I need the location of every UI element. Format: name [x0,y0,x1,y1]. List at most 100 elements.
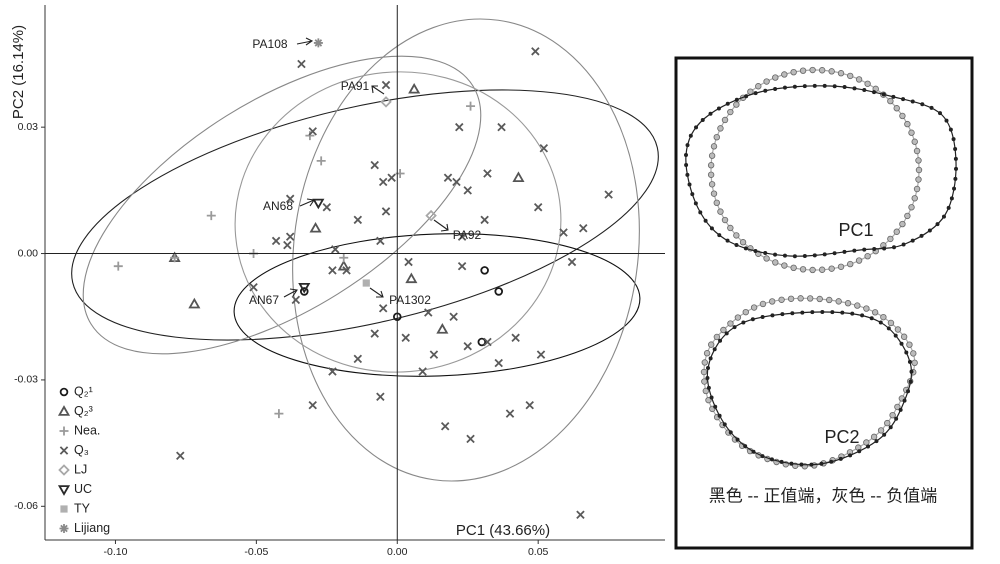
outline-point [763,251,768,256]
outline-point [734,314,742,321]
marker-cross [559,228,568,237]
legend-label: UC [74,482,92,496]
outline-point [951,137,956,142]
outline-point [763,78,770,85]
outline-point [706,385,711,390]
marker-cross [283,240,292,250]
outline-point [866,444,871,449]
outline-point [915,166,923,174]
marker-cross [353,354,363,364]
ellipse [234,71,562,373]
marker-cross [604,190,613,199]
outline-point [847,260,854,268]
outline-point [954,166,959,171]
outline-point [877,427,885,434]
outline-point [772,259,779,266]
outline-point [790,311,795,316]
marker-cross [483,337,492,347]
outline-point [684,162,689,167]
outline-point [828,265,835,272]
marker-cross [249,283,258,292]
legend-label: Q₂³ [74,404,93,418]
outline-point [946,205,951,210]
marker-cross [525,400,534,410]
outline-point [900,333,908,340]
y-tick-label: -0.03 [14,374,38,386]
marker-plus [316,156,326,166]
outline-point [828,68,835,75]
outline-point [863,305,870,312]
outline-point [812,253,817,258]
outline-point [819,461,824,466]
marker-cross [511,333,520,343]
outline-point [887,319,895,327]
outline-point [799,462,804,467]
outline-point [810,310,815,315]
outline-point [915,157,922,164]
outline-point [816,295,823,303]
outline-point [709,395,714,400]
marker-cross [418,367,427,376]
outline-point [809,66,816,74]
outline-point [838,456,843,461]
marker-cross [429,350,439,359]
outline-point [944,118,949,123]
outline-point [889,411,896,419]
outline-point [899,341,904,346]
marker-cross [539,143,549,153]
marker-cross [353,215,363,225]
outline-point [725,101,730,106]
outline-point [769,457,774,462]
outline-point [857,449,862,454]
outline-point [891,94,896,99]
marker-asterisk [313,38,323,48]
marker-cross [567,257,577,267]
marker-cross [424,308,433,317]
outline-point [693,201,698,206]
outline-point [717,208,724,215]
marker-cross [328,367,337,376]
outline-point [802,254,807,259]
outline-point [837,70,845,77]
marker-cross [457,232,467,241]
outline-point [852,248,857,253]
marker-cross [370,329,379,338]
legend-label: Q₂¹ [74,384,93,398]
outline-point [781,71,788,78]
outline-point [850,311,855,316]
outline-point [713,133,720,141]
outline-point [935,222,940,227]
marker-cross [381,207,391,216]
outline-point [690,192,695,197]
marker-cross [59,446,69,455]
x-tick-label: 0.05 [528,546,549,558]
outline-point [780,312,785,317]
outline-point [872,90,877,95]
outline-point [822,83,827,88]
outline-point [809,462,814,467]
outline-point [882,432,887,437]
outline-point [768,298,776,305]
annotation: PA1302 [389,293,431,307]
outline-point [739,239,747,246]
panel-label: PC1 [838,220,873,240]
outline-point [910,350,917,357]
outline-point [893,333,898,338]
marker-cross [308,127,317,136]
marker-triangle [57,405,71,416]
marks [113,38,613,519]
outline-point [705,375,710,380]
outline-point [840,310,845,315]
outline-point [878,320,883,325]
marker-cross [443,173,453,182]
outline-point [760,454,765,459]
marker-cross [463,341,472,351]
outline-point [708,356,713,361]
outline-point [881,92,886,97]
marker-cross [533,202,543,212]
shape-outlines [684,66,959,470]
marker-square [362,279,370,287]
outline-point [848,453,853,458]
outline-point [937,111,942,116]
marker-cross [497,122,506,132]
